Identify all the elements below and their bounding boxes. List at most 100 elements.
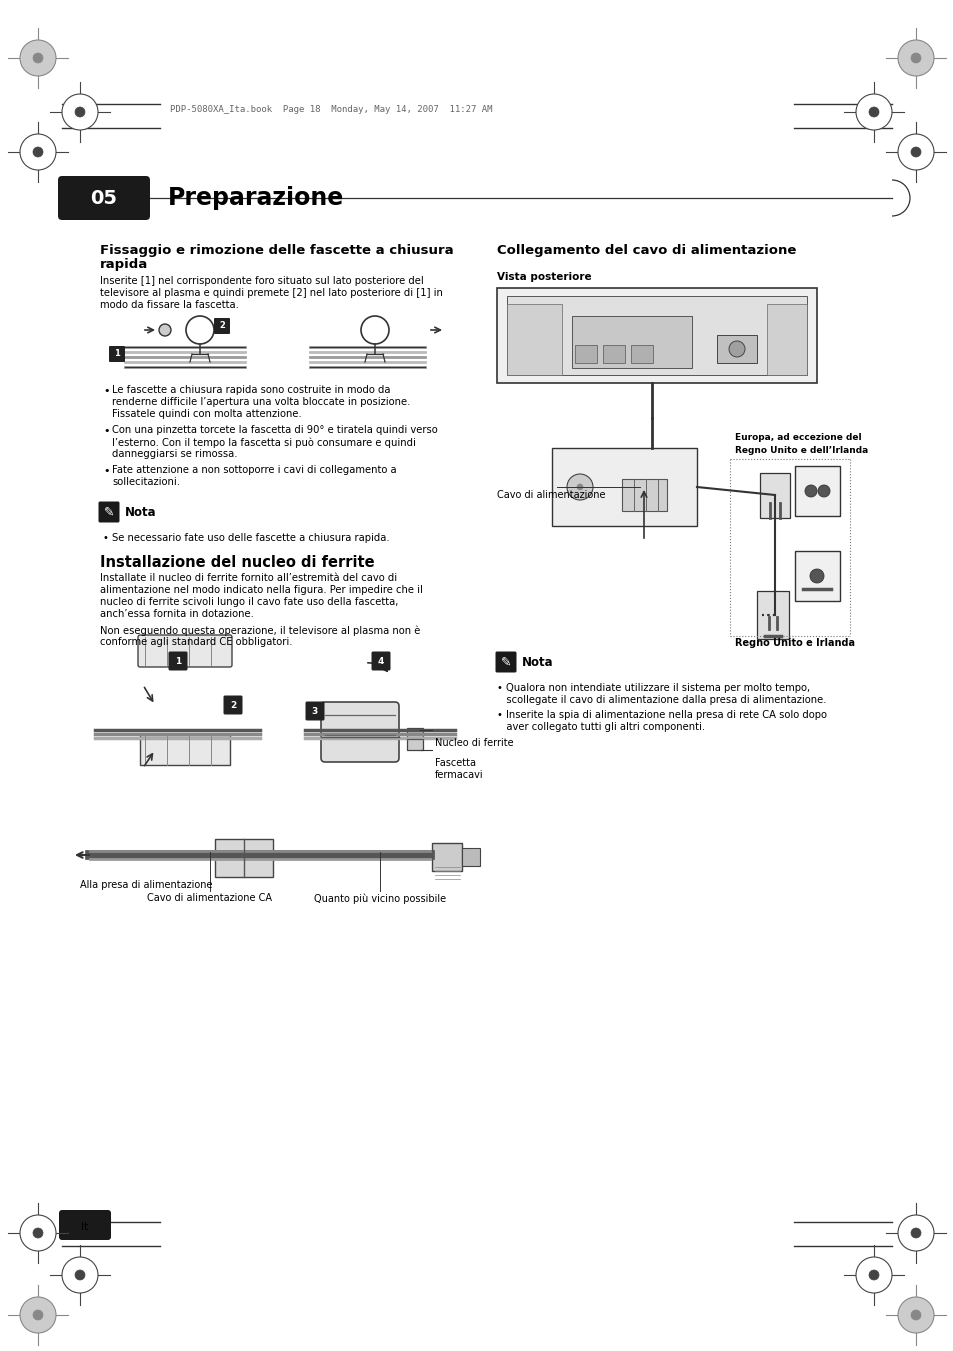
Bar	[766, 304, 806, 376]
Text: sollecitazioni.: sollecitazioni.	[112, 477, 180, 486]
Text: Con una pinzetta torcete la fascetta di 90° e tiratela quindi verso: Con una pinzetta torcete la fascetta di …	[112, 426, 437, 435]
Circle shape	[897, 41, 933, 76]
FancyBboxPatch shape	[58, 176, 150, 220]
Text: conforme agli standard CE obbligatori.: conforme agli standard CE obbligatori.	[100, 638, 293, 647]
FancyBboxPatch shape	[320, 703, 398, 762]
Text: televisore al plasma e quindi premete [2] nel lato posteriore di [1] in: televisore al plasma e quindi premete [2…	[100, 288, 442, 299]
FancyBboxPatch shape	[213, 317, 230, 334]
Text: l’esterno. Con il tempo la fascetta si può consumare e quindi: l’esterno. Con il tempo la fascetta si p…	[112, 436, 416, 447]
Text: nucleo di ferrite scivoli lungo il cavo fate uso della fascetta,: nucleo di ferrite scivoli lungo il cavo …	[100, 597, 398, 607]
Bar	[630, 345, 652, 363]
Text: Installate il nucleo di ferrite fornito all’estremità del cavo di: Installate il nucleo di ferrite fornito …	[100, 573, 396, 584]
Text: alimentazione nel modo indicato nella figura. Per impedire che il: alimentazione nel modo indicato nella fi…	[100, 585, 422, 594]
Circle shape	[33, 1228, 43, 1238]
FancyBboxPatch shape	[223, 696, 242, 715]
Text: Alla presa di alimentazione: Alla presa di alimentazione	[80, 880, 213, 890]
Circle shape	[75, 1270, 85, 1279]
Text: Nota: Nota	[125, 505, 156, 519]
Text: danneggiarsi se rimossa.: danneggiarsi se rimossa.	[112, 449, 237, 459]
Text: Nota: Nota	[521, 655, 553, 669]
Circle shape	[897, 1297, 933, 1333]
Circle shape	[62, 95, 98, 130]
Text: It: It	[81, 1223, 89, 1232]
FancyBboxPatch shape	[371, 651, 390, 670]
Text: • Inserite la spia di alimentazione nella presa di rete CA solo dopo: • Inserite la spia di alimentazione nell…	[497, 711, 826, 720]
Circle shape	[855, 1256, 891, 1293]
Text: Le fascette a chiusura rapida sono costruite in modo da: Le fascette a chiusura rapida sono costr…	[112, 385, 390, 394]
Text: Non eseguendo questa operazione, il televisore al plasma non è: Non eseguendo questa operazione, il tele…	[100, 626, 420, 635]
Text: 1: 1	[174, 657, 181, 666]
Bar	[506, 304, 561, 376]
Bar	[572, 316, 691, 367]
Circle shape	[910, 53, 920, 63]
FancyBboxPatch shape	[169, 651, 188, 670]
Bar	[497, 288, 816, 382]
Text: ✎: ✎	[500, 655, 511, 669]
Text: Europa, ad eccezione del: Europa, ad eccezione del	[734, 434, 861, 442]
Circle shape	[33, 53, 43, 63]
Text: Installazione del nucleo di ferrite: Installazione del nucleo di ferrite	[100, 555, 375, 570]
Text: Cavo di alimentazione CA: Cavo di alimentazione CA	[148, 893, 273, 902]
Circle shape	[868, 1270, 878, 1279]
Text: Regno Unito e Irlanda: Regno Unito e Irlanda	[734, 638, 854, 648]
Text: • Se necessario fate uso delle fascette a chiusura rapida.: • Se necessario fate uso delle fascette …	[103, 534, 389, 543]
Circle shape	[62, 1256, 98, 1293]
Circle shape	[910, 1228, 920, 1238]
Circle shape	[20, 1297, 56, 1333]
Circle shape	[33, 147, 43, 157]
Circle shape	[20, 134, 56, 170]
Circle shape	[910, 147, 920, 157]
FancyBboxPatch shape	[138, 635, 232, 667]
Text: rapida: rapida	[100, 258, 148, 272]
Bar	[794, 551, 840, 601]
Text: •: •	[103, 466, 110, 476]
Circle shape	[75, 107, 85, 118]
Text: Nucleo di ferrite: Nucleo di ferrite	[435, 738, 513, 748]
Circle shape	[897, 134, 933, 170]
Text: 05: 05	[91, 189, 117, 208]
Text: renderne difficile l’apertura una volta bloccate in posizione.: renderne difficile l’apertura una volta …	[112, 397, 410, 407]
Circle shape	[20, 41, 56, 76]
Text: modo da fissare la fascetta.: modo da fissare la fascetta.	[100, 300, 238, 309]
Circle shape	[566, 474, 593, 500]
Bar	[214, 839, 273, 877]
Text: scollegate il cavo di alimentazione dalla presa di alimentazione.: scollegate il cavo di alimentazione dall…	[497, 694, 825, 705]
FancyBboxPatch shape	[98, 501, 119, 523]
Text: Fate attenzione a non sottoporre i cavi di collegamento a: Fate attenzione a non sottoporre i cavi …	[112, 465, 396, 476]
Circle shape	[20, 1215, 56, 1251]
Text: PDP-5080XA_Ita.book  Page 18  Monday, May 14, 2007  11:27 AM: PDP-5080XA_Ita.book Page 18 Monday, May …	[170, 104, 492, 113]
Circle shape	[577, 484, 582, 490]
Text: 3: 3	[312, 707, 317, 716]
Text: Fissatele quindi con molta attenzione.: Fissatele quindi con molta attenzione.	[112, 409, 301, 419]
Text: •: •	[103, 386, 110, 396]
Bar	[552, 449, 697, 526]
Text: Cavo di alimentazione: Cavo di alimentazione	[497, 490, 605, 500]
FancyBboxPatch shape	[495, 651, 516, 673]
Bar	[432, 843, 461, 871]
Circle shape	[855, 95, 891, 130]
FancyBboxPatch shape	[109, 346, 125, 362]
Circle shape	[33, 1310, 43, 1320]
Bar	[621, 480, 666, 511]
Text: •: •	[103, 426, 110, 436]
Bar	[461, 848, 479, 866]
Bar	[760, 473, 789, 517]
FancyBboxPatch shape	[305, 701, 324, 720]
Bar	[506, 296, 806, 376]
Text: ✎: ✎	[104, 505, 114, 519]
Bar	[602, 345, 624, 363]
Text: Quanto più vicino possibile: Quanto più vicino possibile	[314, 893, 446, 904]
Text: 4: 4	[377, 657, 384, 666]
Bar	[407, 728, 422, 750]
Circle shape	[817, 485, 829, 497]
Bar	[140, 735, 230, 765]
Bar	[575, 345, 597, 363]
Text: Collegamento del cavo di alimentazione: Collegamento del cavo di alimentazione	[497, 245, 796, 257]
FancyBboxPatch shape	[59, 1210, 111, 1240]
Text: aver collegato tutti gli altri componenti.: aver collegato tutti gli altri component…	[497, 721, 704, 732]
Circle shape	[897, 1215, 933, 1251]
Circle shape	[159, 324, 171, 336]
Text: Fascetta
fermacavi: Fascetta fermacavi	[435, 758, 483, 781]
Text: anch’essa fornita in dotazione.: anch’essa fornita in dotazione.	[100, 609, 253, 619]
Circle shape	[804, 485, 816, 497]
